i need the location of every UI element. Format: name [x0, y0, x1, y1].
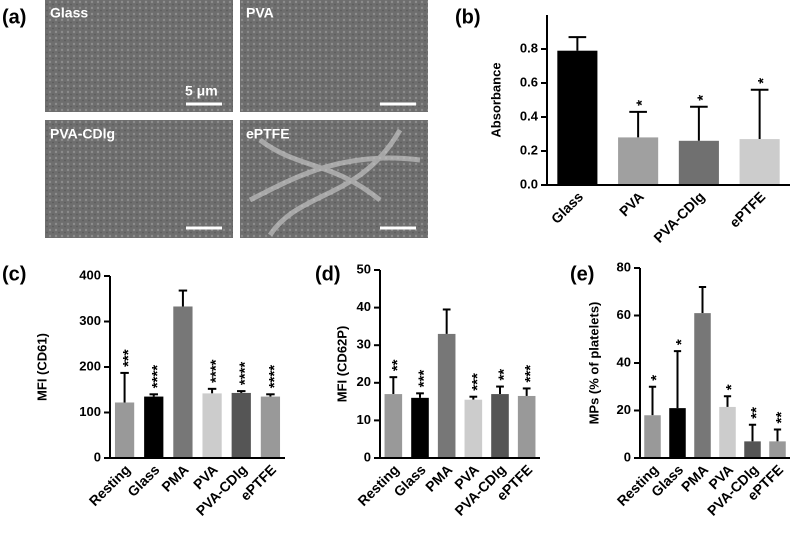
significance: *** — [120, 349, 137, 367]
x-tick-label: PMA — [422, 461, 455, 494]
significance: ** — [748, 407, 765, 419]
significance: * — [648, 375, 665, 381]
sem-images: Glass PVA PVA-CDlg ePTFE 5 μm — [45, 0, 428, 238]
y-tick-label: 300 — [79, 313, 101, 328]
bar — [744, 441, 761, 458]
x-tick-label: PMA — [678, 461, 711, 494]
tile-label: ePTFE — [246, 126, 290, 142]
y-tick-label: 0.2 — [520, 142, 538, 157]
sem-image — [45, 0, 233, 112]
significance: ** — [773, 412, 790, 424]
bar — [557, 50, 598, 186]
bar — [678, 140, 719, 185]
significance: **** — [266, 365, 283, 389]
x-tick-label: PMA — [158, 461, 191, 494]
tile-label: PVA — [246, 5, 274, 21]
y-tick-label: 100 — [79, 404, 101, 419]
x-tick-label: Glass — [548, 188, 586, 226]
significance: **** — [237, 362, 254, 386]
y-tick-label: 20 — [357, 374, 371, 389]
y-tick-label: 50 — [357, 261, 371, 276]
bar — [202, 393, 222, 458]
y-tick-label: 0 — [364, 449, 371, 464]
y-tick-label: 10 — [357, 412, 371, 427]
bar — [719, 406, 736, 458]
y-tick-label: 80 — [617, 259, 631, 274]
bar — [618, 137, 659, 185]
y-tick-label: 0 — [94, 449, 101, 464]
y-tick-label: 30 — [357, 337, 371, 352]
y-tick-label: 40 — [357, 299, 371, 314]
panel-label: (a) — [2, 6, 26, 28]
y-tick-label: 0.0 — [520, 176, 538, 191]
y-tick-label: 0 — [624, 449, 631, 464]
sem-image — [45, 120, 233, 238]
panel-label: (d) — [315, 263, 341, 285]
bar — [491, 394, 509, 458]
y-tick-label: 200 — [79, 358, 101, 373]
significance: ** — [389, 359, 406, 371]
significance: * — [673, 339, 690, 345]
significance: *** — [522, 365, 539, 383]
significance: ** — [496, 369, 513, 381]
y-tick-label: 400 — [79, 267, 101, 282]
x-tick-label: ePTFE — [726, 188, 768, 230]
bar — [144, 396, 164, 458]
bar — [384, 394, 403, 458]
significance: * — [694, 95, 711, 101]
scale-bars — [186, 102, 416, 230]
bar — [437, 333, 456, 458]
y-tick-label: 20 — [617, 402, 631, 417]
y-axis-label: MFI (CD61) — [34, 333, 49, 401]
y-axis-label: MFI (CD62P) — [334, 326, 349, 403]
y-tick-label: 60 — [617, 307, 631, 322]
bar — [411, 397, 429, 458]
bar — [517, 395, 536, 458]
y-tick-label: 0.8 — [520, 40, 538, 55]
bar — [769, 441, 786, 458]
bar — [669, 408, 686, 458]
significance: * — [755, 78, 772, 84]
bar — [173, 306, 193, 458]
significance: * — [634, 100, 651, 106]
panel-label: (c) — [2, 263, 26, 285]
bar — [464, 399, 483, 458]
scale-label: 5 μm — [185, 83, 218, 99]
x-tick-label: PVA — [616, 188, 647, 219]
significance: *** — [416, 370, 433, 388]
significance: *** — [469, 373, 486, 391]
bar — [739, 139, 780, 185]
bar — [644, 415, 661, 458]
x-tick-label: Glass — [124, 461, 162, 499]
tile-label: PVA-CDlg — [50, 126, 115, 142]
fibers — [248, 128, 421, 237]
y-axis-label: MPs (% of platelets) — [586, 302, 601, 425]
bar — [694, 313, 711, 458]
tile-label: Glass — [50, 5, 88, 21]
y-axis-label: Absorbance — [488, 62, 503, 137]
panel-label: (e) — [570, 263, 594, 285]
significance: **** — [149, 365, 166, 389]
x-tick-label: PVA-CDlg — [650, 188, 707, 245]
sem-image — [240, 0, 428, 112]
y-tick-label: 40 — [617, 354, 631, 369]
bar — [114, 402, 135, 458]
significance: * — [723, 384, 740, 390]
bar — [231, 392, 251, 458]
panel-label: (b) — [455, 6, 481, 28]
significance: **** — [208, 359, 225, 383]
y-tick-label: 0.6 — [520, 74, 538, 89]
y-tick-label: 0.4 — [520, 108, 539, 123]
bar — [260, 396, 281, 458]
